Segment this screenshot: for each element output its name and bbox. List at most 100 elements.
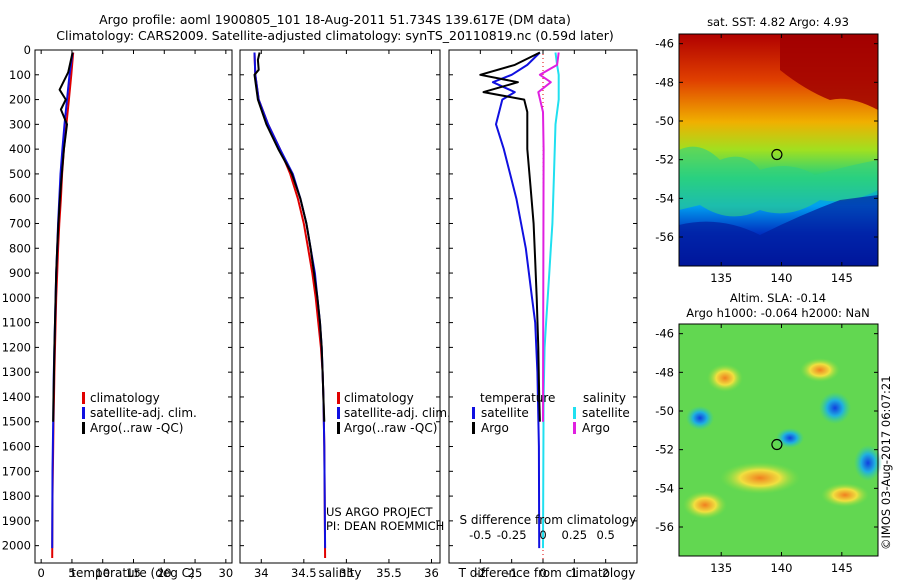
series-line-temperature-satellite (491, 51, 541, 549)
secondary-tick-label: 0.5 (597, 528, 615, 542)
difference-axis-ticks: -2 -1 0 1 2 (475, 50, 609, 580)
lon-tick-label: 145 (831, 561, 853, 575)
legend-label-climatology: climatology (344, 391, 414, 405)
project-pi: PI: DEAN ROEMMICH (326, 519, 444, 533)
salinity-axis-ticks: 34 34.5 35 35.5 36 (254, 50, 439, 580)
sst-map: sat. SST: 4.82 Argo: 4.93 -46 -48 -50 -52 -5… (655, 15, 879, 285)
difference-xlabel: T difference from climatology (458, 566, 636, 580)
temperature-axis-ticks: 0 5 10 15 20 25 30 (37, 50, 233, 580)
legend-swatch-climatology (337, 392, 340, 404)
depth-tick-label: 1400 (2, 390, 31, 404)
secondary-tick-label: -0.25 (497, 528, 527, 542)
temperature-panel: 0100200300400500600700800900100011001200… (2, 43, 233, 580)
x-tick-label: 34.5 (291, 566, 317, 580)
legend-label-sal-satellite: satellite (582, 406, 630, 420)
legend-label-satellite: satellite-adj. clim. (344, 406, 451, 420)
x-tick-label: -1 (506, 566, 517, 580)
x-tick-label: 0 (539, 566, 546, 580)
difference-legend: temperature salinity satellite Argo sate… (472, 391, 630, 435)
x-tick-label: 36 (424, 566, 439, 580)
sla-anomaly-low (776, 428, 804, 448)
sla-anomaly-high (707, 364, 743, 392)
x-tick-label: 35.5 (376, 566, 402, 580)
series-line-argo-raw-qc- (52, 52, 74, 422)
temperature-axes-frame (34, 49, 233, 564)
legend-label-sal-argo: Argo (582, 421, 610, 435)
sla-map-title-1: Altim. SLA: -0.14 (730, 291, 826, 305)
difference-secondary-ticks: -0.5 -0.25 0 0.25 0.5 (469, 528, 615, 542)
depth-tick-label: 800 (9, 241, 31, 255)
depth-tick-label: 1600 (2, 440, 31, 454)
depth-tick-label: 1800 (2, 489, 31, 503)
depth-tick-label: 600 (9, 192, 31, 206)
sla-anomaly-high (821, 483, 869, 507)
legend-label-temp-satellite: satellite (481, 406, 529, 420)
legend-swatch-temp-satellite (472, 407, 475, 419)
secondary-tick-label: -0.5 (469, 528, 491, 542)
sla-anomaly-low (854, 445, 882, 481)
salinity-panel: 34 34.5 35 35.5 36 salinity climatology sate… (239, 49, 451, 580)
x-tick-label: 5 (68, 566, 75, 580)
x-tick-label: 25 (188, 566, 203, 580)
salinity-series (253, 52, 327, 559)
sla-longitude-ticks: 135 140 145 (710, 324, 853, 575)
lat-tick-label: -54 (655, 191, 674, 205)
lat-tick-label: -52 (655, 443, 674, 457)
sla-latitude-ticks: -46 -48 -50 -52 -54 -56 (655, 327, 878, 534)
lon-tick-label: 140 (771, 561, 793, 575)
legend-label-argo: Argo(..raw -QC) (344, 421, 437, 435)
legend-label-argo: Argo(..raw -QC) (90, 421, 183, 435)
legend-label-temp-argo: Argo (481, 421, 509, 435)
sla-anomaly-high (683, 491, 727, 519)
lat-tick-label: -46 (655, 327, 674, 341)
depth-tick-label: 1100 (2, 316, 31, 330)
depth-tick-label: 200 (9, 93, 31, 107)
series-line-argo-raw-qc- (253, 52, 326, 422)
legend-label-climatology: climatology (90, 391, 160, 405)
legend-swatch-sal-satellite (573, 407, 576, 419)
sla-profile-marker (771, 438, 783, 451)
sst-cold-patch (679, 195, 878, 266)
project-name: US ARGO PROJECT (326, 505, 434, 519)
lat-tick-label: -50 (655, 114, 674, 128)
secondary-tick-label: 0 (539, 528, 546, 542)
sst-front-pattern (679, 146, 878, 217)
depth-tick-label: 1000 (2, 291, 31, 305)
depth-tick-label: 300 (9, 117, 31, 131)
depth-tick-label: 1200 (2, 340, 31, 354)
temperature-xlabel: temperature (deg C) (71, 566, 194, 580)
x-tick-label: 0 (37, 566, 44, 580)
x-tick-label: 20 (157, 566, 172, 580)
depth-tick-label: 1900 (2, 514, 31, 528)
sla-map: Altim. SLA: -0.14 Argo h1000: -0.064 h20… (655, 291, 882, 575)
legend-swatch-argo (82, 422, 85, 434)
x-tick-label: 10 (95, 566, 110, 580)
depth-axis-ticks: 0 100 200 300 400 500 600 700 800 900 1000 1100 1200… (2, 43, 232, 553)
legend-swatch-temp-argo (472, 422, 475, 434)
legend-swatch-climatology (82, 392, 85, 404)
x-tick-label: 15 (126, 566, 141, 580)
depth-tick-label: 0 (24, 43, 31, 57)
depth-tick-label: 700 (9, 216, 31, 230)
project-credit: US ARGO PROJECT PI: DEAN ROEMMICH (326, 505, 444, 533)
secondary-tick-label: 0.25 (562, 528, 588, 542)
lat-tick-label: -46 (655, 37, 674, 51)
lat-tick-label: -48 (655, 75, 674, 89)
sla-anomaly-low (819, 392, 851, 424)
temperature-legend: climatology satellite-adj. clim. Argo(..… (82, 391, 197, 435)
lon-tick-label: 135 (710, 561, 732, 575)
sst-warm-patch (780, 34, 878, 110)
sst-latitude-ticks: -46 -48 -50 -52 -54 -56 (655, 37, 878, 244)
x-tick-label: 1 (571, 566, 578, 580)
sst-longitude-ticks: 135 140 145 (710, 34, 853, 285)
lon-tick-label: 145 (831, 271, 853, 285)
lat-tick-label: -56 (655, 230, 674, 244)
sst-map-frame (678, 33, 879, 267)
sst-map-title: sat. SST: 4.82 Argo: 4.93 (707, 15, 849, 29)
temperature-series (51, 52, 75, 559)
legend-swatch-argo (337, 422, 340, 434)
sst-profile-marker (771, 148, 783, 161)
sla-anomaly-high (720, 462, 800, 494)
series-line-salinity-satellite (542, 52, 560, 549)
